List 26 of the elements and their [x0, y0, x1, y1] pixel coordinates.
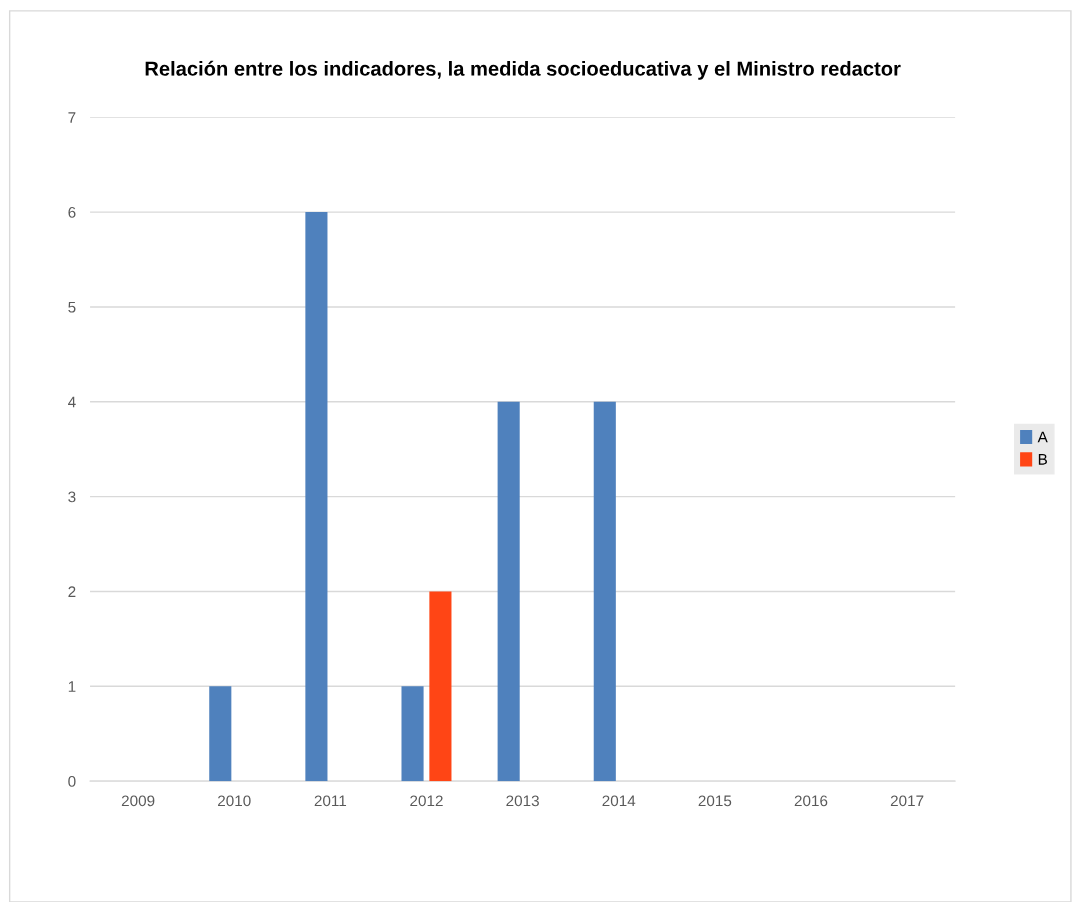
x-tick-label: 2012 [410, 795, 443, 807]
y-tick-label: 6 [68, 206, 76, 218]
y-tick-label: 7 [68, 112, 76, 123]
x-tick-label: 2013 [506, 795, 539, 807]
x-tick-label: 2011 [314, 795, 347, 807]
bar [209, 686, 232, 782]
y-tick-label: 5 [68, 301, 76, 313]
x-tick-label: 2017 [890, 795, 924, 807]
y-tick-label: 0 [68, 776, 76, 787]
legend-label: A [1037, 431, 1048, 443]
x-tick-label: 2010 [218, 795, 251, 807]
x-tick-label: 2009 [121, 795, 155, 807]
legend-label: B [1038, 454, 1047, 465]
x-tick-label: 2016 [794, 795, 828, 807]
y-tick-label: 2 [68, 586, 76, 597]
y-tick-label: 3 [68, 491, 76, 503]
bar [305, 212, 328, 782]
bar [429, 591, 452, 782]
x-tick-label: 2014 [602, 795, 636, 807]
bar [593, 401, 616, 782]
bar [401, 686, 424, 782]
chart-title: Relación entre los indicadores, la medida socioeducativa y el Ministro redactor [145, 60, 901, 80]
y-tick-label: 4 [68, 396, 76, 408]
x-tick-label: 2015 [698, 795, 732, 807]
y-tick-label: 1 [68, 681, 76, 692]
bar [497, 401, 520, 782]
